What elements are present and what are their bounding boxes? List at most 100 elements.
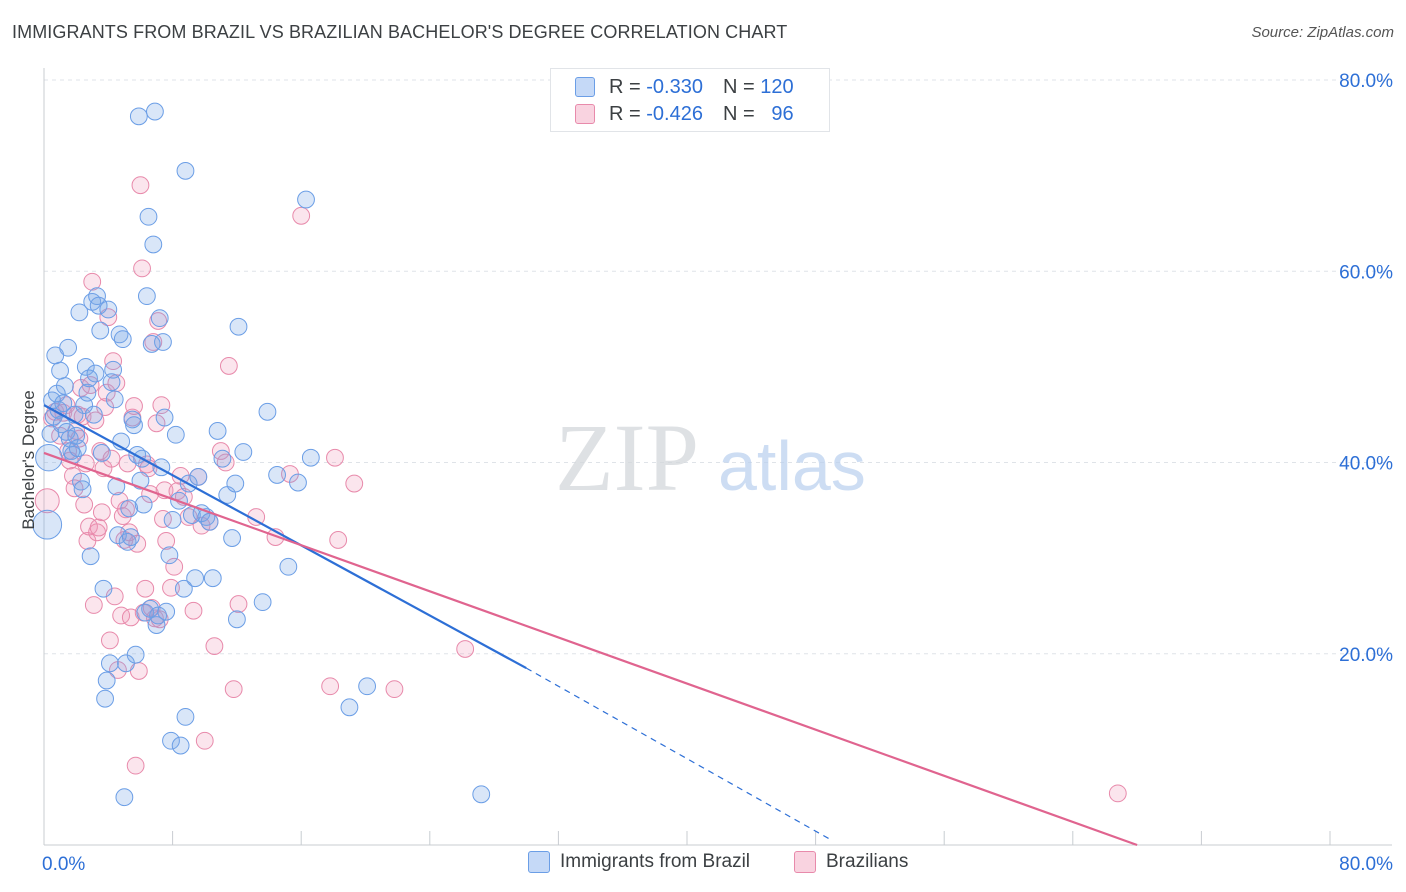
point-immigrants: [104, 360, 123, 379]
legend-row-immigrants: R = -0.330 N = 120: [575, 75, 794, 99]
point-immigrants: [176, 707, 195, 726]
point-immigrants: [142, 335, 161, 353]
point-immigrants: [279, 557, 298, 576]
legend-n-value: 96: [771, 102, 794, 125]
point-immigrants: [340, 698, 359, 717]
point-immigrants: [72, 472, 90, 491]
point-immigrants: [200, 512, 219, 531]
point-brazilians: [101, 631, 119, 650]
point-immigrants: [35, 444, 63, 472]
point-immigrants: [99, 300, 118, 319]
trend-lines: [43, 404, 1138, 847]
point-immigrants: [120, 499, 139, 518]
legend-swatch-blue: [575, 77, 595, 97]
bottom-legend-immigrants: Immigrants from Brazil: [528, 851, 750, 873]
point-brazilians: [326, 448, 344, 467]
point-brazilians: [84, 596, 103, 614]
point-immigrants: [253, 593, 272, 612]
point-immigrants: [59, 338, 78, 357]
point-immigrants: [78, 383, 97, 402]
point-immigrants: [92, 444, 111, 462]
y-tick-label: 80.0%: [1339, 71, 1393, 92]
point-immigrants: [126, 645, 145, 664]
grid-lines: [44, 79, 1392, 655]
watermark-zip: ZIP: [555, 404, 699, 511]
point-immigrants: [89, 296, 108, 315]
point-immigrants: [203, 569, 222, 588]
point-brazilians: [211, 442, 230, 460]
point-brazilians: [125, 397, 143, 415]
point-immigrants: [258, 402, 277, 421]
point-immigrants: [144, 235, 163, 254]
legend-row-brazilians: R = -0.426 N = 96: [575, 102, 794, 126]
point-brazilians: [219, 357, 238, 375]
point-immigrants: [73, 480, 92, 499]
point-immigrants: [118, 532, 137, 551]
bottom-legend-brazilians: Brazilians: [794, 851, 908, 873]
bottom-legend-swatch-pink: [794, 851, 816, 873]
point-immigrants: [134, 495, 153, 514]
point-immigrants: [110, 325, 129, 344]
point-immigrants: [358, 677, 377, 696]
point-immigrants: [139, 207, 158, 226]
point-brazilians: [385, 680, 404, 699]
bottom-legend-label: Brazilians: [826, 851, 909, 872]
point-brazilians: [83, 272, 102, 291]
y-tick-label: 60.0%: [1339, 262, 1393, 283]
point-brazilians: [157, 532, 176, 550]
point-immigrants: [54, 394, 73, 413]
point-immigrants: [157, 602, 176, 621]
point-immigrants: [32, 509, 63, 540]
point-immigrants: [94, 579, 113, 598]
point-immigrants: [223, 529, 241, 547]
legend-n-value: 120: [760, 75, 794, 98]
legend-swatch-pink: [575, 104, 595, 124]
legend-n-label: N =: [722, 75, 755, 98]
trend-line-brazilians: [43, 451, 1138, 847]
point-brazilians: [149, 312, 168, 330]
axes: [43, 68, 1392, 846]
legend-r-value: -0.426: [646, 102, 703, 125]
point-immigrants: [81, 547, 100, 566]
point-immigrants: [208, 422, 227, 440]
point-immigrants: [160, 546, 179, 565]
point-immigrants: [176, 161, 195, 180]
point-immigrants: [70, 303, 89, 322]
y-axis-label: Bachelor's Degree: [19, 390, 38, 529]
point-immigrants: [162, 731, 180, 750]
point-immigrants: [472, 785, 491, 804]
point-brazilians: [456, 640, 475, 658]
legend-r-label: R =: [609, 102, 641, 125]
point-immigrants: [150, 309, 169, 328]
watermark-atlas: atlas: [718, 427, 866, 505]
chart-title: IMMIGRANTS FROM BRAZIL VS BRAZILIAN BACH…: [12, 22, 788, 42]
point-immigrants: [171, 736, 190, 755]
point-immigrants: [186, 569, 205, 588]
point-brazilians: [329, 531, 348, 549]
point-immigrants: [113, 330, 132, 349]
point-immigrants: [213, 449, 232, 468]
point-brazilians: [321, 677, 340, 696]
point-brazilians: [165, 557, 184, 576]
point-immigrants: [101, 654, 119, 673]
point-brazilians: [184, 601, 203, 620]
point-brazilians: [162, 578, 180, 597]
point-brazilians: [102, 449, 121, 468]
point-immigrants: [125, 416, 143, 435]
point-brazilians: [92, 503, 111, 522]
point-immigrants: [91, 321, 110, 340]
series-immigrants-points: [32, 102, 491, 807]
point-brazilians: [99, 308, 118, 327]
x-tick-label: 80.0%: [1339, 854, 1393, 875]
point-brazilians: [205, 637, 224, 655]
point-immigrants: [226, 474, 245, 493]
point-immigrants: [234, 443, 253, 461]
point-immigrants: [163, 510, 182, 529]
point-immigrants: [68, 439, 87, 458]
point-immigrants: [96, 689, 114, 708]
trend-line-extension: [525, 667, 832, 841]
point-brazilians: [136, 579, 155, 598]
point-brazilians: [76, 454, 95, 473]
point-immigrants: [55, 377, 74, 395]
